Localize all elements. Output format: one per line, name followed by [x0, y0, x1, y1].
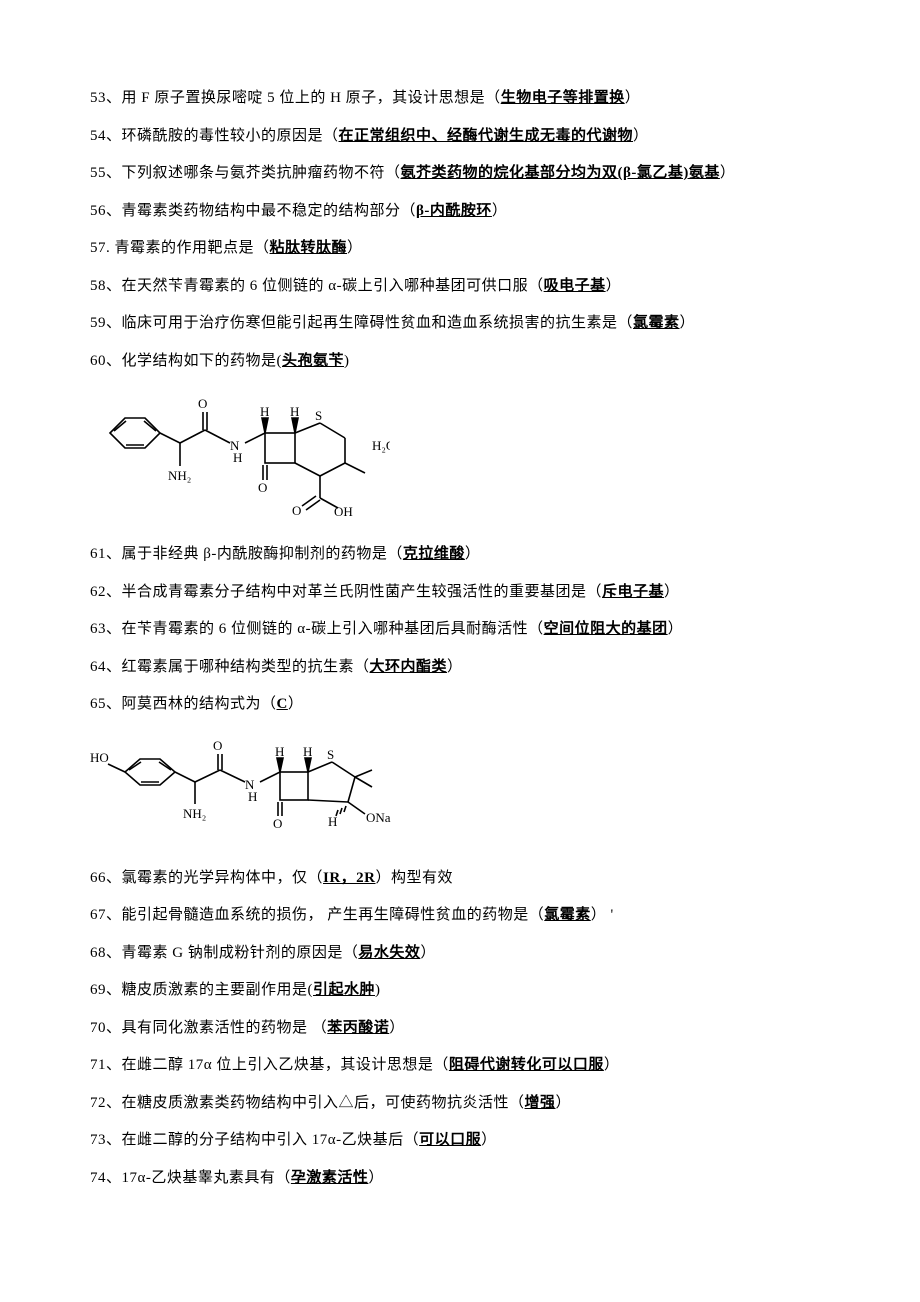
q71: 71、在雌二醇 17α 位上引入乙炔基，其设计思想是（阻碍代谢转化可以口服）	[90, 1047, 830, 1085]
label-h: H	[248, 789, 257, 804]
answer: 苯丙酸诺	[327, 1020, 389, 1036]
answer: 氯霉素	[633, 315, 680, 331]
label-o: O	[292, 503, 301, 518]
label-o: O	[198, 396, 207, 411]
q73: 73、在雌二醇的分子结构中引入 17α-乙炔基后（可以口服）	[90, 1122, 830, 1160]
label-o: O	[213, 738, 222, 753]
q57: 57. 青霉素的作用靶点是（粘肽转肽酶）	[90, 230, 830, 268]
q65: 65、阿莫西林的结构式为（C）	[90, 686, 830, 724]
q62: 62、半合成青霉素分子结构中对革兰氏阴性菌产生较强活性的重要基团是（斥电子基）	[90, 574, 830, 612]
answer: 孕激素活性	[291, 1170, 369, 1186]
q69: 69、糖皮质激素的主要副作用是(引起水肿)	[90, 972, 830, 1010]
label-h: H	[260, 404, 269, 419]
label-h2o: H₂O	[372, 438, 390, 453]
q68: 68、青霉素 G 钠制成粉针剂的原因是（易水失效）	[90, 935, 830, 973]
answer: 斥电子基	[602, 584, 664, 600]
answer: 氯霉素	[544, 907, 591, 923]
answer: 易水失效	[358, 945, 420, 961]
label-h: H	[328, 814, 337, 829]
answer: C	[277, 696, 288, 712]
label-nh2: NH₂	[183, 806, 206, 821]
q64: 64、红霉素属于哪种结构类型的抗生素（大环内酯类）	[90, 649, 830, 687]
label-oh: OH	[334, 504, 353, 519]
chemical-structure-amoxicillin: HO NH₂ O N H H H S O H ONa	[90, 732, 830, 852]
answer: 克拉维酸	[403, 546, 465, 562]
q54: 54、环磷酰胺的毒性较小的原因是（在正常组织中、经酶代谢生成无毒的代谢物）	[90, 118, 830, 156]
answer: 在正常组织中、经酶代谢生成无毒的代谢物	[339, 128, 634, 144]
answer: IR，2R	[323, 870, 376, 886]
q53: 53、用 F 原子置换尿嘧啶 5 位上的 H 原子，其设计思想是（生物电子等排置…	[90, 80, 830, 118]
chemical-structure-cephalexin: NH₂ O N H H H S O O OH H₂O	[90, 388, 830, 528]
label-s: S	[327, 747, 334, 762]
answer: 可以口服	[419, 1132, 481, 1148]
label-o: O	[258, 480, 267, 495]
q63: 63、在苄青霉素的 6 位侧链的 α-碳上引入哪种基团后具耐酶活性（空间位阻大的…	[90, 611, 830, 649]
q58: 58、在天然苄青霉素的 6 位侧链的 α-碳上引入哪种基团可供口服（吸电子基）	[90, 268, 830, 306]
label-h: H	[290, 404, 299, 419]
answer: 大环内酯类	[370, 659, 448, 675]
label-nh2: NH₂	[168, 468, 191, 483]
answer: 阻碍代谢转化可以口服	[449, 1057, 604, 1073]
answer: β-内酰胺环	[416, 203, 492, 219]
q67: 67、能引起骨髓造血系统的损伤， 产生再生障碍性贫血的药物是（氯霉素） '	[90, 897, 830, 935]
q59: 59、临床可用于治疗伤寒但能引起再生障碍性贫血和造血系统损害的抗生素是（氯霉素）	[90, 305, 830, 343]
q56: 56、青霉素类药物结构中最不稳定的结构部分（β-内酰胺环）	[90, 193, 830, 231]
q66: 66、氯霉素的光学异构体中，仅（IR，2R）构型有效	[90, 860, 830, 898]
label-h: H	[233, 450, 242, 465]
q55: 55、下列叙述哪条与氨芥类抗肿瘤药物不符（氨芥类药物的烷化基部分均为双(β-氯乙…	[90, 155, 830, 193]
answer: 引起水肿	[313, 982, 375, 998]
answer: 吸电子基	[544, 278, 606, 294]
label-o: O	[273, 816, 282, 831]
answer: 空间位阻大的基团	[544, 621, 668, 637]
q74: 74、17α-乙炔基睾丸素具有（孕激素活性）	[90, 1160, 830, 1198]
q61: 61、属于非经典 β-内酰胺酶抑制剂的药物是（克拉维酸）	[90, 536, 830, 574]
answer: 头孢氨苄	[282, 353, 344, 369]
answer: 生物电子等排置换	[501, 90, 625, 106]
answer: 增强	[525, 1095, 556, 1111]
label-ona: ONa	[366, 810, 391, 825]
q72: 72、在糖皮质激素类药物结构中引入△后，可使药物抗炎活性（增强）	[90, 1085, 830, 1123]
label-h: H	[303, 744, 312, 759]
label-s: S	[315, 408, 322, 423]
answer: 粘肽转肽酶	[270, 240, 348, 256]
q60: 60、化学结构如下的药物是(头孢氨苄)	[90, 343, 830, 381]
document-page: 53、用 F 原子置换尿嘧啶 5 位上的 H 原子，其设计思想是（生物电子等排置…	[0, 0, 920, 1257]
q70: 70、具有同化激素活性的药物是 （苯丙酸诺）	[90, 1010, 830, 1048]
label-h: H	[275, 744, 284, 759]
answer: 氨芥类药物的烷化基部分均为双(β-氯乙基)氨基	[401, 165, 720, 181]
label-ho: HO	[90, 750, 109, 765]
